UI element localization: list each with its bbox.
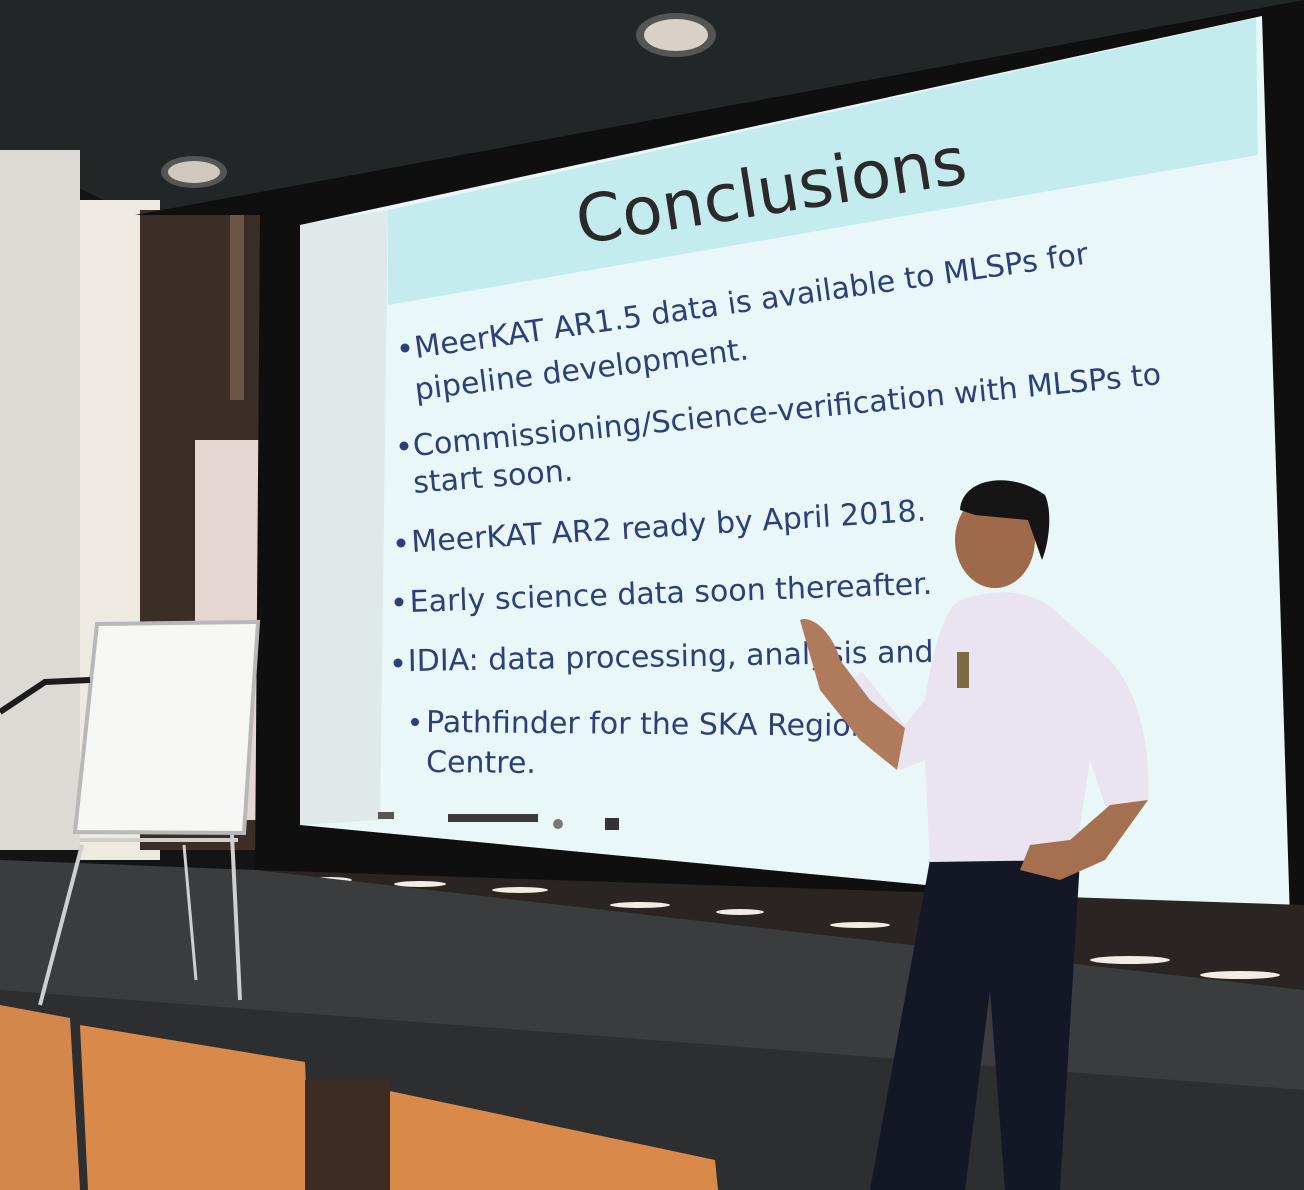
- bullet-6-line-2: Centre.: [426, 745, 536, 781]
- presenter: [800, 480, 1149, 1190]
- bullet-dot: [396, 538, 406, 548]
- stage-light-spots: [308, 877, 1280, 979]
- bullet-6-line-1: Pathfinder for the SKA Regional: [426, 705, 897, 744]
- ska-logo: [378, 812, 394, 819]
- bullet-dot: [394, 597, 404, 607]
- seat-divider: [305, 1080, 390, 1190]
- flipchart-board: [72, 619, 261, 836]
- university-of-cape-town-logo: [448, 814, 538, 822]
- audience-seats: [0, 1005, 718, 1190]
- presenter-lanyard-badge: [957, 652, 969, 688]
- slide-left-margin: [300, 210, 388, 825]
- presenter-right-arm: [1020, 800, 1148, 880]
- bullet-dot: [411, 718, 419, 726]
- bullet-dot: [400, 343, 410, 353]
- curtain-stripe: [230, 210, 244, 400]
- presenter-raised-arm: [800, 619, 905, 770]
- audience-seat: [80, 1025, 310, 1190]
- partner-seal-logo: [553, 819, 563, 829]
- audience-seat: [0, 1005, 80, 1190]
- slide-title-band: [388, 18, 1258, 305]
- ceiling-front: [0, 0, 1304, 215]
- slide-footer-logos: [378, 812, 619, 830]
- flipchart: [38, 619, 261, 1006]
- bullet-dot: [399, 441, 409, 451]
- presenter-legs: [870, 860, 1080, 1190]
- ceiling-light-icon: [636, 13, 716, 57]
- handrail: [0, 677, 91, 715]
- acoustic-wall-panel: [0, 150, 80, 850]
- presenter-hair: [960, 480, 1050, 560]
- idia-logo: [605, 818, 619, 830]
- ceiling-light-icon: [161, 156, 227, 188]
- bullet-dot: [393, 658, 403, 668]
- audience-seat: [385, 1090, 718, 1190]
- presenter-shirt: [835, 592, 1149, 862]
